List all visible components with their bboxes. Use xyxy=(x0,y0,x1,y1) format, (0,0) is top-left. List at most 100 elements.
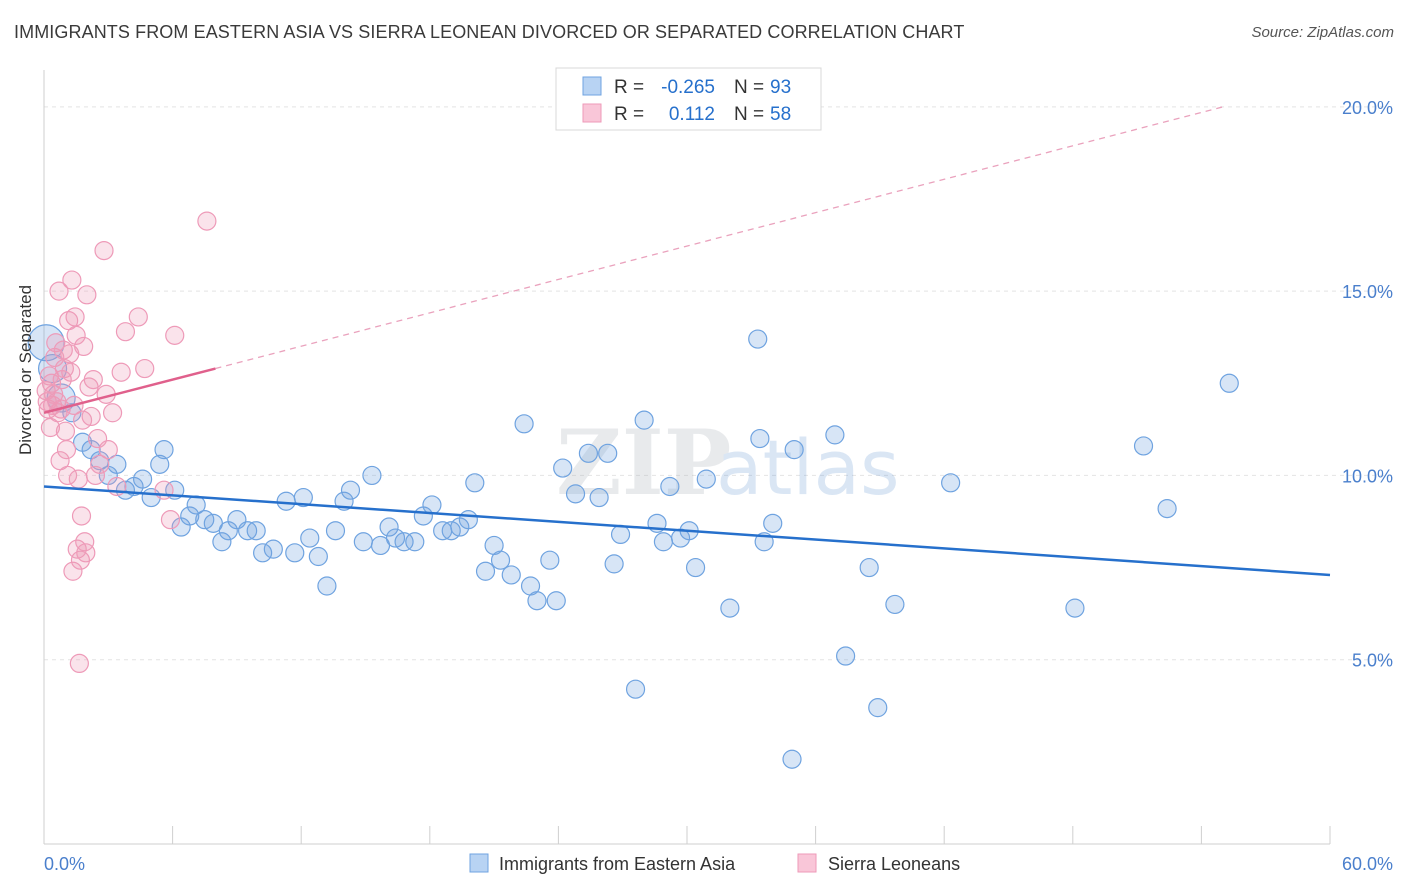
n-value: 58 xyxy=(770,104,791,125)
data-point xyxy=(49,281,69,301)
data-point xyxy=(135,358,155,379)
data-point xyxy=(71,506,92,526)
data-point xyxy=(76,543,96,563)
data-point xyxy=(553,458,573,478)
n-label: N = xyxy=(734,77,764,98)
r-value: 0.112 xyxy=(669,104,715,125)
data-point xyxy=(102,403,123,423)
legend-swatch-sierra-leoneans xyxy=(797,853,817,873)
data-point xyxy=(150,454,170,474)
data-point xyxy=(276,491,296,511)
data-point xyxy=(54,358,74,379)
data-point xyxy=(212,532,232,552)
data-point xyxy=(154,440,174,460)
data-point xyxy=(868,698,888,718)
data-point xyxy=(859,557,879,578)
y-tick-label: 20.0% xyxy=(1342,98,1393,118)
data-point xyxy=(604,554,624,574)
data-point xyxy=(660,476,680,497)
trend-line-sierra-leoneans-extrapolated xyxy=(215,106,1223,370)
data-point xyxy=(578,443,599,463)
legend-swatch-pink xyxy=(582,103,602,123)
data-point xyxy=(81,406,101,427)
data-point xyxy=(885,594,905,615)
y-tick-label: 15.0% xyxy=(1342,282,1393,302)
watermark-atlas: atlas xyxy=(716,423,900,512)
data-point xyxy=(941,473,961,493)
data-point xyxy=(598,443,618,463)
data-point xyxy=(69,653,89,674)
data-point xyxy=(65,307,85,327)
data-point xyxy=(55,421,76,441)
data-point xyxy=(405,532,425,552)
data-point xyxy=(300,528,320,548)
data-point xyxy=(610,524,631,545)
data-point xyxy=(253,543,273,563)
n-value: 93 xyxy=(770,77,791,98)
data-point xyxy=(132,469,153,489)
data-point xyxy=(154,480,174,500)
axes xyxy=(43,70,1331,845)
trend-lines xyxy=(43,106,1331,577)
data-point xyxy=(750,428,770,449)
data-point xyxy=(325,521,346,541)
legend-label-immigrants: Immigrants from Eastern Asia xyxy=(499,854,736,874)
y-axis-label: Divorced or Separated xyxy=(16,284,35,455)
data-point xyxy=(165,325,185,345)
data-point xyxy=(1219,373,1239,393)
data-point xyxy=(246,521,266,541)
data-point xyxy=(825,425,845,445)
data-point xyxy=(514,414,534,434)
series-sierra-leoneans xyxy=(36,211,217,674)
y-tick-label: 5.0% xyxy=(1352,651,1393,671)
legend-label-sierra-leoneans: Sierra Leoneans xyxy=(828,854,960,874)
data-point xyxy=(293,487,313,508)
data-point xyxy=(836,646,856,666)
data-point xyxy=(197,211,217,231)
data-point xyxy=(128,307,148,327)
data-point xyxy=(379,517,399,537)
data-point xyxy=(782,749,802,769)
series-legend: Immigrants from Eastern Asia Sierra Leon… xyxy=(469,853,960,874)
data-point xyxy=(263,539,283,559)
data-point xyxy=(784,440,804,460)
data-point xyxy=(634,410,654,430)
data-point xyxy=(63,561,83,581)
data-point xyxy=(74,336,94,357)
data-point xyxy=(458,510,478,530)
data-point xyxy=(115,322,136,342)
data-point xyxy=(44,384,64,404)
x-tick-labels: 0.0% 60.0% xyxy=(44,854,1393,874)
data-point xyxy=(57,465,78,486)
data-point xyxy=(653,532,674,552)
data-point xyxy=(160,510,181,530)
data-point xyxy=(501,565,521,585)
data-point xyxy=(1065,598,1085,618)
data-point xyxy=(465,473,485,493)
data-point xyxy=(62,403,82,423)
data-point xyxy=(180,506,200,526)
data-point xyxy=(540,550,560,570)
data-point xyxy=(83,370,103,390)
data-point xyxy=(685,557,706,578)
data-point xyxy=(394,532,414,552)
r-label: R = xyxy=(614,77,644,98)
y-tick-labels: 5.0% 10.0% 15.0% 20.0% xyxy=(1342,98,1393,671)
data-point xyxy=(90,454,110,474)
legend-swatch-immigrants xyxy=(469,853,489,873)
stats-legend: R = -0.265 N = 93 R = 0.112 N = 58 xyxy=(555,67,822,131)
y-tick-label: 10.0% xyxy=(1342,466,1393,486)
data-point xyxy=(62,270,82,290)
data-point xyxy=(696,469,716,489)
data-point xyxy=(720,598,740,618)
x-tick-label: 60.0% xyxy=(1342,854,1393,874)
n-label: N = xyxy=(734,104,764,125)
data-point xyxy=(353,532,373,552)
source-label: Source: ZipAtlas.com xyxy=(1251,24,1394,41)
chart-title: IMMIGRANTS FROM EASTERN ASIA VS SIERRA L… xyxy=(14,22,965,42)
data-point xyxy=(1157,499,1177,519)
data-point xyxy=(285,543,305,563)
data-point xyxy=(546,591,566,611)
data-point xyxy=(61,362,81,382)
